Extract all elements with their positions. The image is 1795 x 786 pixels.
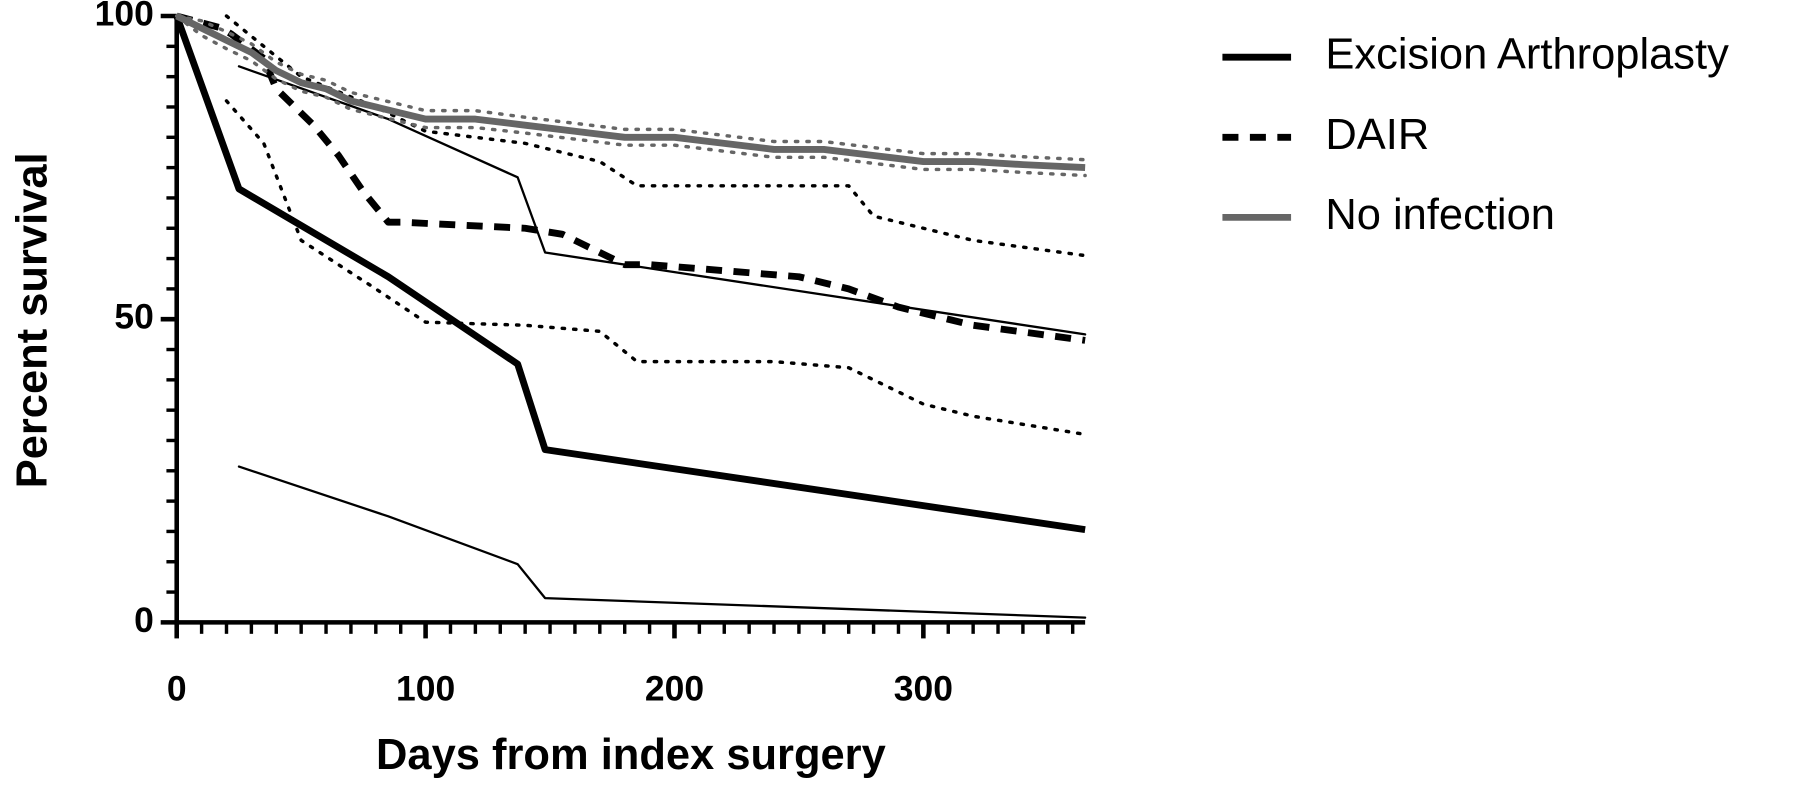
y-axis-title: Percent survival (8, 152, 56, 488)
legend-label: No infection (1325, 191, 1555, 239)
y-tick-label: 50 (114, 297, 153, 337)
x-axis-title: Days from index surgery (376, 731, 886, 779)
ci-upper (224, 14, 1087, 258)
survival-line (173, 14, 1086, 534)
x-tick-label: 0 (167, 668, 187, 708)
ci-lower (174, 14, 1087, 178)
legend-label: Excision Arthroplasty (1325, 31, 1729, 79)
ci-lower (237, 465, 1087, 619)
y-tick-label: 0 (134, 600, 154, 640)
x-tick-label: 100 (396, 668, 455, 708)
x-tick-label: 300 (894, 668, 953, 708)
ci-lower (224, 99, 1087, 437)
survival-line (175, 12, 1086, 344)
survival-line (175, 12, 1086, 172)
legend-label: DAIR (1325, 111, 1429, 159)
ci-upper (174, 14, 1087, 162)
x-tick-label: 200 (645, 668, 704, 708)
y-tick-label: 100 (95, 0, 154, 33)
